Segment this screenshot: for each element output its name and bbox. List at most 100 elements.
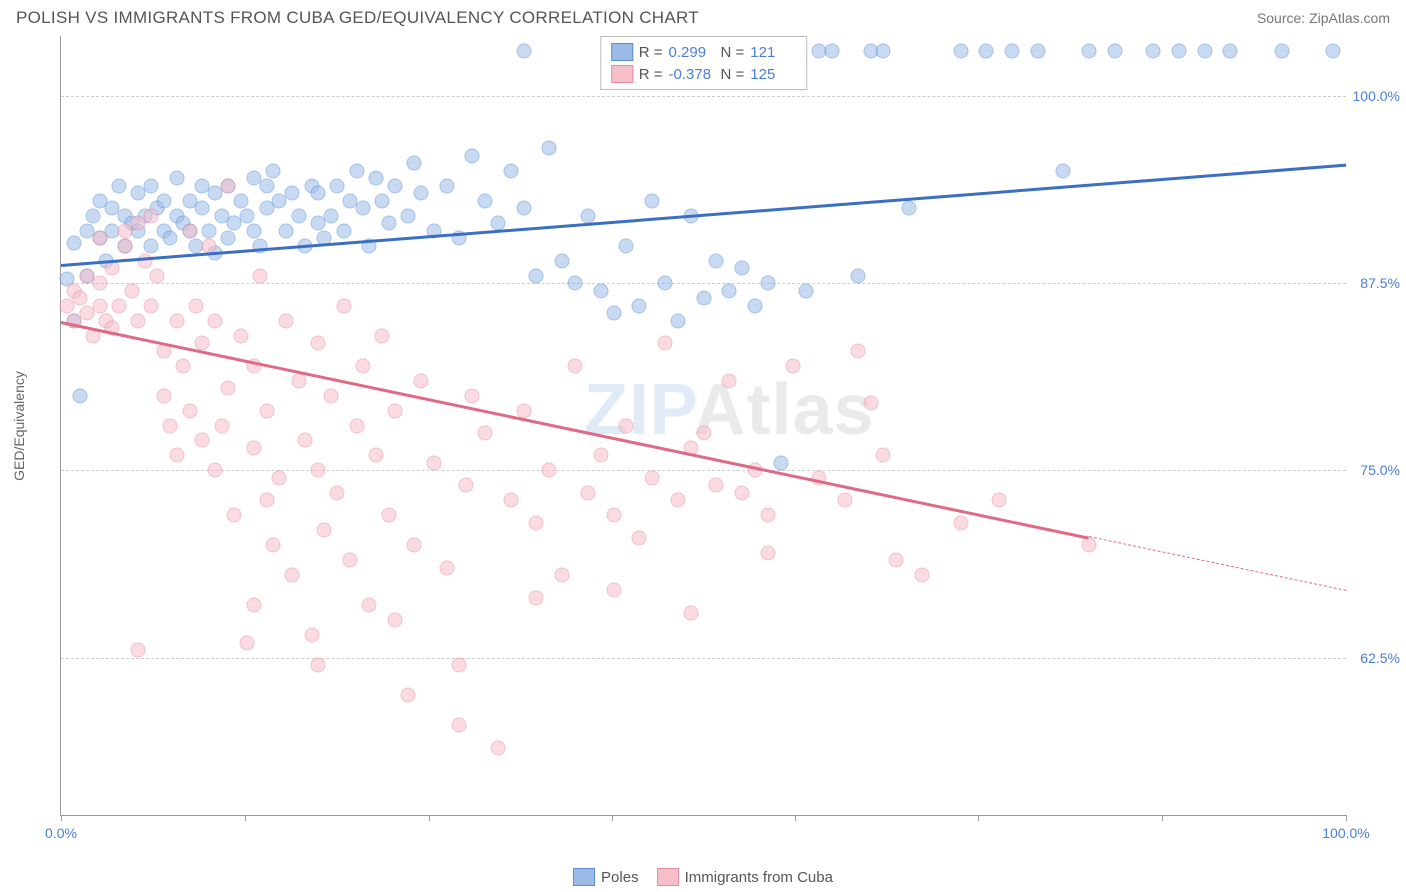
data-point-poles <box>388 178 403 193</box>
data-point-poles <box>195 201 210 216</box>
data-point-cuba <box>323 388 338 403</box>
data-point-poles <box>73 388 88 403</box>
data-point-cuba <box>285 568 300 583</box>
x-tick <box>429 815 430 821</box>
data-point-poles <box>169 171 184 186</box>
data-point-poles <box>516 43 531 58</box>
data-point-cuba <box>914 568 929 583</box>
legend-label: Immigrants from Cuba <box>685 869 833 886</box>
stats-row-cuba: R =-0.378N =125 <box>611 63 797 85</box>
data-point-cuba <box>529 515 544 530</box>
data-point-cuba <box>131 313 146 328</box>
data-point-cuba <box>709 478 724 493</box>
data-point-cuba <box>362 598 377 613</box>
data-point-poles <box>400 208 415 223</box>
data-point-cuba <box>368 448 383 463</box>
gridline <box>61 96 1346 97</box>
data-point-poles <box>143 178 158 193</box>
data-point-poles <box>1223 43 1238 58</box>
data-point-poles <box>1107 43 1122 58</box>
data-point-cuba <box>465 388 480 403</box>
data-point-cuba <box>214 418 229 433</box>
data-point-cuba <box>221 178 236 193</box>
data-point-cuba <box>355 358 370 373</box>
data-point-cuba <box>876 448 891 463</box>
data-point-poles <box>542 141 557 156</box>
n-value: 125 <box>750 66 796 83</box>
data-point-poles <box>619 238 634 253</box>
y-axis-title: GED/Equivalency <box>11 371 27 481</box>
data-point-cuba <box>317 523 332 538</box>
data-point-poles <box>381 216 396 231</box>
data-point-cuba <box>1082 538 1097 553</box>
data-point-cuba <box>188 298 203 313</box>
data-point-cuba <box>182 223 197 238</box>
data-point-cuba <box>272 470 287 485</box>
data-point-poles <box>1146 43 1161 58</box>
data-point-poles <box>86 208 101 223</box>
swatch-cuba <box>657 868 679 886</box>
data-point-cuba <box>760 545 775 560</box>
data-point-poles <box>1030 43 1045 58</box>
data-point-poles <box>66 235 81 250</box>
x-tick <box>245 815 246 821</box>
data-point-cuba <box>593 448 608 463</box>
n-label: N = <box>721 66 745 83</box>
data-point-poles <box>632 298 647 313</box>
data-point-cuba <box>92 231 107 246</box>
n-label: N = <box>721 44 745 61</box>
data-point-cuba <box>311 463 326 478</box>
data-point-cuba <box>889 553 904 568</box>
stats-row-poles: R =0.299N =121 <box>611 41 797 63</box>
y-tick-label: 62.5% <box>1360 650 1400 666</box>
data-point-poles <box>323 208 338 223</box>
data-point-cuba <box>208 313 223 328</box>
data-point-cuba <box>233 328 248 343</box>
data-point-cuba <box>516 403 531 418</box>
data-point-cuba <box>240 635 255 650</box>
data-point-cuba <box>111 298 126 313</box>
data-point-poles <box>278 223 293 238</box>
data-point-cuba <box>278 313 293 328</box>
data-point-cuba <box>837 493 852 508</box>
data-point-poles <box>979 43 994 58</box>
data-point-cuba <box>619 418 634 433</box>
data-point-cuba <box>606 583 621 598</box>
data-point-cuba <box>760 508 775 523</box>
data-point-cuba <box>850 343 865 358</box>
data-point-poles <box>336 223 351 238</box>
data-point-cuba <box>259 403 274 418</box>
data-point-poles <box>799 283 814 298</box>
data-point-poles <box>645 193 660 208</box>
chart-area: GED/Equivalency ZIPAtlas 62.5%75.0%87.5%… <box>60 36 1346 816</box>
r-value: 0.299 <box>669 44 715 61</box>
data-point-cuba <box>182 403 197 418</box>
data-point-cuba <box>529 590 544 605</box>
header: POLISH VS IMMIGRANTS FROM CUBA GED/EQUIV… <box>0 0 1406 32</box>
data-point-cuba <box>452 658 467 673</box>
data-point-poles <box>240 208 255 223</box>
legend: PolesImmigrants from Cuba <box>573 868 833 886</box>
data-point-poles <box>1197 43 1212 58</box>
data-point-cuba <box>169 313 184 328</box>
data-point-cuba <box>670 493 685 508</box>
data-point-poles <box>503 163 518 178</box>
data-point-poles <box>111 178 126 193</box>
data-point-poles <box>355 201 370 216</box>
gridline <box>61 658 1346 659</box>
swatch-cuba <box>611 65 633 83</box>
data-point-cuba <box>156 388 171 403</box>
data-point-cuba <box>381 508 396 523</box>
data-point-cuba <box>452 718 467 733</box>
data-point-cuba <box>580 485 595 500</box>
watermark-part1: ZIP <box>584 370 694 450</box>
source-label: Source: ZipAtlas.com <box>1257 10 1390 26</box>
gridline <box>61 470 1346 471</box>
data-point-poles <box>291 208 306 223</box>
x-tick <box>61 815 62 821</box>
data-point-cuba <box>413 373 428 388</box>
data-point-poles <box>850 268 865 283</box>
data-point-cuba <box>105 261 120 276</box>
y-tick-label: 100.0% <box>1353 88 1400 104</box>
data-point-cuba <box>388 403 403 418</box>
